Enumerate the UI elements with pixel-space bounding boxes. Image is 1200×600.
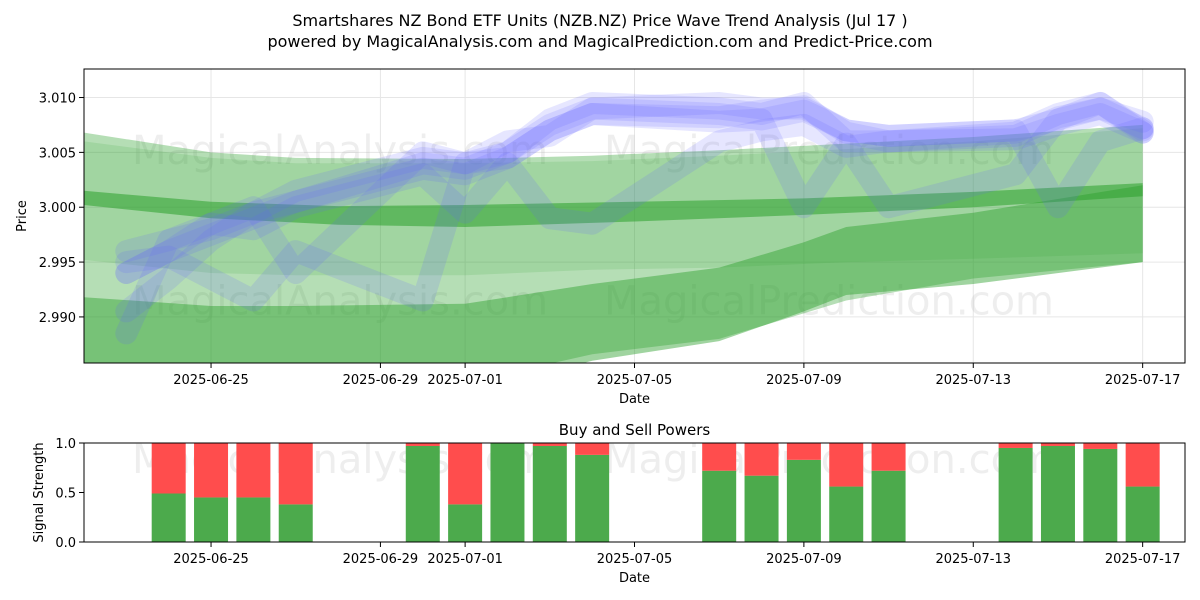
buy-bar (1125, 486, 1160, 542)
chart-title-line1: Smartshares NZ Bond ETF Units (NZB.NZ) P… (292, 11, 907, 30)
sell-bar (871, 443, 906, 471)
buy-bar (236, 497, 271, 542)
plot-area: MagicalAnalysis.com MagicalPrediction.com… (84, 92, 1154, 363)
sell-bar (532, 443, 567, 446)
buy-bar (575, 454, 610, 542)
y-tick-label: 0.5 (55, 487, 76, 502)
buy-bar (1083, 448, 1118, 542)
buy-bar (744, 475, 779, 542)
y-axis-title: Signal Strength (32, 442, 47, 542)
sell-bar (194, 443, 229, 498)
buy-bar (829, 486, 864, 542)
buy-bar (998, 447, 1033, 542)
x-tick-label: 2025-06-25 (173, 552, 249, 567)
buy-bar (786, 459, 821, 542)
x-axis-title: Date (619, 571, 650, 586)
buy-bar (702, 470, 737, 542)
x-tick-label: 2025-07-05 (597, 373, 673, 388)
band-lower-band (84, 185, 1143, 363)
chart-title-line2: powered by MagicalAnalysis.com and Magic… (267, 32, 932, 51)
buy-bar (194, 497, 229, 542)
buy-bar (448, 504, 483, 542)
watermark: MagicalPrediction.com (604, 278, 1054, 324)
sell-bar (786, 443, 821, 460)
sell-bar (448, 443, 483, 505)
x-tick-label: 2025-06-29 (343, 373, 419, 388)
price-panel: MagicalAnalysis.com MagicalPrediction.com… (15, 68, 1186, 407)
sell-bar (405, 443, 440, 446)
x-axis-title: Date (619, 392, 650, 407)
buy-bar (278, 504, 313, 542)
wave-line (115, 92, 1154, 284)
wave-line (115, 92, 1154, 312)
x-tick-label: 2025-06-25 (173, 373, 249, 388)
x-tick-label: 2025-07-01 (427, 552, 503, 567)
sell-bar (998, 443, 1033, 448)
wave-line (115, 95, 1154, 323)
x-tick-label: 2025-06-29 (343, 552, 419, 567)
buy-bar (405, 445, 440, 542)
signal-title: Buy and Sell Powers (559, 421, 711, 439)
sell-bar (151, 443, 186, 494)
x-tick-label: 2025-07-17 (1105, 552, 1181, 567)
sell-bar (236, 443, 271, 498)
sell-bar (1125, 443, 1160, 487)
sell-bar (1040, 443, 1075, 446)
y-tick-label: 3.000 (39, 201, 76, 216)
wave-line (115, 92, 1154, 345)
x-tick-label: 2025-07-09 (766, 373, 842, 388)
buy-bar (1040, 445, 1075, 542)
x-tick-label: 2025-07-13 (935, 552, 1011, 567)
y-tick-label: 3.010 (39, 92, 76, 107)
buy-bar (532, 445, 567, 542)
x-tick-label: 2025-07-09 (766, 552, 842, 567)
band-outer (84, 124, 1143, 363)
x-tick-label: 2025-07-01 (427, 373, 503, 388)
y-axis-title: Price (15, 200, 30, 232)
y-tick-label: 1.0 (55, 437, 76, 452)
sell-bar (744, 443, 779, 476)
x-tick-label: 2025-07-17 (1105, 373, 1181, 388)
sell-bar (829, 443, 864, 487)
wave-line (115, 97, 1154, 284)
watermark: MagicalAnalysis.com (132, 278, 548, 324)
wave-line (115, 97, 1154, 263)
band-upper-band (84, 128, 1143, 276)
watermark: MagicalPrediction.com (604, 128, 1054, 174)
sell-bar (278, 443, 313, 505)
y-tick-label: 2.990 (39, 311, 76, 326)
sell-bar (575, 443, 610, 455)
y-tick-label: 3.005 (39, 146, 76, 161)
band-center (84, 183, 1143, 227)
x-tick-label: 2025-07-05 (597, 552, 673, 567)
sell-bar (1083, 443, 1118, 449)
watermark: MagicalPrediction.com (604, 437, 1054, 483)
y-tick-label: 0.0 (55, 536, 76, 551)
y-tick-label: 2.995 (39, 256, 76, 271)
x-tick-label: 2025-07-13 (935, 373, 1011, 388)
sell-bar (702, 443, 737, 471)
watermark: MagicalAnalysis.com (132, 128, 548, 174)
buy-bar (490, 443, 525, 542)
buy-bar (871, 470, 906, 542)
buy-bar (151, 493, 186, 542)
